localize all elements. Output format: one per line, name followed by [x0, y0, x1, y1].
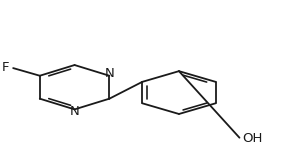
- Text: N: N: [70, 105, 79, 118]
- Text: F: F: [2, 61, 9, 74]
- Text: N: N: [105, 67, 114, 80]
- Text: OH: OH: [242, 132, 263, 145]
